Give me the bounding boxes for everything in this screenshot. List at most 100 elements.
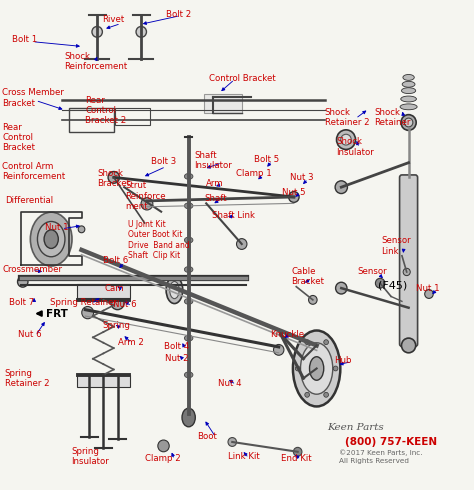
Text: Clamp 1: Clamp 1	[236, 170, 272, 178]
Ellipse shape	[293, 331, 340, 407]
Bar	[77, 375, 130, 387]
Ellipse shape	[184, 372, 193, 378]
Ellipse shape	[401, 115, 416, 130]
Ellipse shape	[37, 221, 65, 257]
Text: Shock
Retainer 2: Shock Retainer 2	[325, 108, 369, 127]
Ellipse shape	[114, 376, 121, 384]
Text: Nut 5: Nut 5	[282, 188, 305, 196]
Ellipse shape	[335, 181, 347, 194]
Ellipse shape	[305, 340, 310, 344]
Ellipse shape	[166, 276, 182, 303]
Text: Rear
Control
Bracket 2: Rear Control Bracket 2	[85, 96, 127, 125]
Text: Cable
Bracket: Cable Bracket	[292, 268, 325, 286]
Ellipse shape	[301, 343, 333, 394]
Ellipse shape	[401, 338, 416, 353]
Ellipse shape	[184, 173, 193, 179]
Ellipse shape	[341, 134, 351, 145]
Ellipse shape	[400, 104, 417, 110]
Text: FRT: FRT	[46, 309, 68, 318]
Ellipse shape	[184, 335, 193, 341]
Ellipse shape	[336, 282, 347, 294]
Text: Bolt 7: Bolt 7	[9, 298, 35, 307]
Ellipse shape	[324, 340, 328, 344]
Text: Bolt 6: Bolt 6	[103, 256, 128, 265]
Text: Control Arm
Reinforcement: Control Arm Reinforcement	[2, 162, 65, 181]
Ellipse shape	[85, 376, 93, 384]
Text: Bolt 4: Bolt 4	[164, 343, 190, 351]
Ellipse shape	[82, 307, 93, 318]
Ellipse shape	[184, 237, 193, 243]
Text: Shaft: Shaft	[205, 194, 228, 203]
Text: Spring
Retainer 2: Spring Retainer 2	[5, 369, 49, 388]
Ellipse shape	[184, 298, 193, 304]
Text: Bolt 2: Bolt 2	[166, 10, 191, 19]
Text: Spring Retainer: Spring Retainer	[50, 298, 117, 307]
Text: (F45): (F45)	[378, 280, 407, 290]
Text: U Joint Kit
Outer Boot Kit
Drive  Band and
Shaft  Clip Kit: U Joint Kit Outer Boot Kit Drive Band an…	[128, 220, 190, 260]
Ellipse shape	[289, 192, 299, 202]
Text: ©2017 Keen Parts, Inc.
All Rights Reserved: ©2017 Keen Parts, Inc. All Rights Reserv…	[339, 450, 422, 464]
Text: Sensor: Sensor	[358, 268, 387, 276]
Text: Control Bracket: Control Bracket	[209, 74, 275, 83]
Text: Nut 1: Nut 1	[416, 284, 440, 293]
Bar	[115, 108, 150, 125]
Ellipse shape	[170, 281, 179, 298]
Ellipse shape	[111, 296, 124, 310]
Ellipse shape	[92, 26, 102, 37]
Ellipse shape	[30, 212, 72, 266]
Ellipse shape	[78, 226, 85, 233]
Text: Nut 1: Nut 1	[45, 223, 69, 232]
FancyBboxPatch shape	[400, 175, 418, 346]
Text: Spring
Insulator: Spring Insulator	[71, 447, 109, 466]
Ellipse shape	[375, 278, 385, 288]
Ellipse shape	[18, 276, 28, 287]
Text: (800) 757-KEEN: (800) 757-KEEN	[345, 437, 437, 447]
Ellipse shape	[184, 267, 193, 272]
Text: Cross Member
Bracket: Cross Member Bracket	[2, 89, 64, 107]
Bar	[69, 108, 114, 132]
Ellipse shape	[309, 295, 317, 304]
Bar	[77, 284, 130, 298]
Ellipse shape	[237, 239, 247, 249]
Text: Clamp 2: Clamp 2	[145, 454, 180, 463]
Ellipse shape	[228, 438, 237, 446]
Text: Shaft Link: Shaft Link	[212, 211, 255, 220]
Text: Nut 3: Nut 3	[290, 173, 314, 182]
Ellipse shape	[293, 447, 302, 456]
Text: Shock
Retainer: Shock Retainer	[374, 108, 411, 127]
Text: Cam: Cam	[104, 284, 124, 293]
Text: Sensor
Link: Sensor Link	[382, 237, 411, 255]
Text: Shock
Reinforcement: Shock Reinforcement	[64, 52, 127, 71]
Text: Rivet: Rivet	[102, 15, 124, 24]
Ellipse shape	[333, 366, 338, 371]
Text: Arm: Arm	[206, 179, 224, 188]
Text: Bolt 5: Bolt 5	[254, 155, 279, 164]
Text: Crossmember: Crossmember	[2, 265, 63, 274]
Ellipse shape	[401, 88, 416, 94]
Text: Rear
Control
Bracket: Rear Control Bracket	[2, 122, 36, 152]
Text: Bolt 3: Bolt 3	[151, 157, 176, 166]
Ellipse shape	[401, 96, 417, 102]
Ellipse shape	[100, 376, 107, 384]
Ellipse shape	[324, 392, 328, 397]
Text: Boot: Boot	[197, 432, 217, 441]
Ellipse shape	[404, 118, 413, 127]
Text: Shock
Insulator: Shock Insulator	[337, 138, 374, 156]
Bar	[204, 94, 242, 113]
Ellipse shape	[136, 26, 146, 37]
Ellipse shape	[182, 408, 195, 427]
Ellipse shape	[108, 172, 119, 183]
Text: Nut 6: Nut 6	[113, 300, 137, 309]
Text: Strut
Reinforce
ment: Strut Reinforce ment	[126, 181, 166, 211]
Text: Link Kit: Link Kit	[228, 452, 259, 461]
Ellipse shape	[295, 366, 300, 371]
Ellipse shape	[403, 268, 410, 275]
Text: Shock
Bracket: Shock Bracket	[97, 170, 130, 188]
Ellipse shape	[310, 357, 324, 380]
Text: Spring: Spring	[102, 321, 130, 330]
Text: Hub: Hub	[334, 356, 352, 365]
Text: Knuckle: Knuckle	[270, 330, 304, 339]
Text: Nut 4: Nut 4	[218, 379, 242, 388]
Ellipse shape	[305, 392, 310, 397]
Ellipse shape	[44, 230, 58, 248]
